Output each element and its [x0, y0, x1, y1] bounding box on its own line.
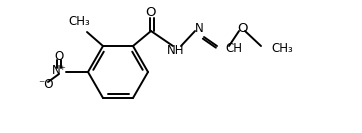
- Text: NH: NH: [167, 43, 185, 57]
- Text: N: N: [195, 22, 203, 35]
- Text: ⁻O: ⁻O: [38, 78, 54, 90]
- Text: O: O: [146, 5, 156, 18]
- Text: CH₃: CH₃: [271, 41, 293, 55]
- Text: CH: CH: [225, 41, 242, 55]
- Text: O: O: [54, 49, 64, 63]
- Text: O: O: [238, 22, 248, 35]
- Text: N⁺: N⁺: [51, 63, 67, 76]
- Text: CH₃: CH₃: [68, 15, 90, 28]
